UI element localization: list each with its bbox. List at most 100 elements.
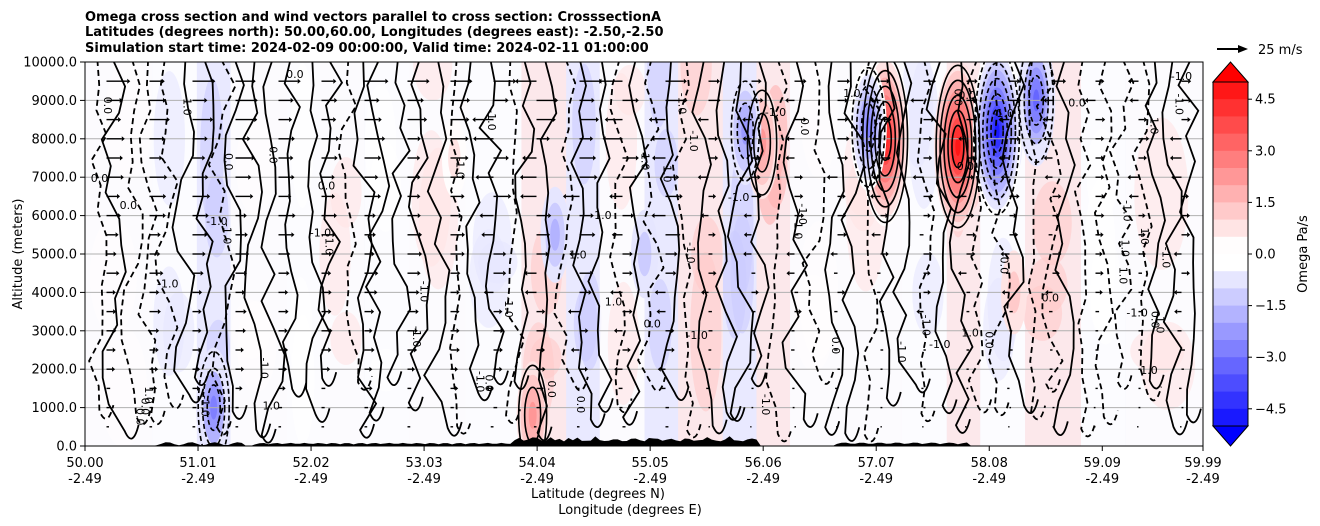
wind-vector-head-icon [1016,193,1020,199]
contour-negative [1093,62,1119,426]
wind-vector-head-icon [372,213,376,219]
wind-vector-head-icon [555,97,559,103]
contour-label: 1.0 [1140,364,1158,377]
contour-positive [570,62,606,428]
wind-vector-head-icon [412,366,416,372]
y-tick-label: 6000.0 [32,209,78,224]
wind-vector-head-icon [375,174,379,180]
wind-vector-head-icon [845,155,849,161]
feature-contour [866,69,905,208]
wind-vector-head-icon [843,232,847,238]
wind-vector-head-icon [613,328,617,334]
wind-vector-head-icon [414,328,418,334]
wind-vector-head-icon [456,328,460,334]
wind-vector-head-icon [1099,289,1103,295]
wind-vector-head-icon [585,366,589,372]
wind-vector-head-icon [786,270,790,276]
wind-vector-head-icon [163,193,167,199]
wind-vector-head-icon [327,366,331,372]
wind-vector-head-icon [472,117,476,123]
omega-feature-level [528,401,537,429]
contour-positive [726,62,755,422]
wind-vector-head-icon [634,174,638,180]
feature-contour [851,66,886,188]
contour-label: 0.0 [1148,311,1161,329]
contour-positive [241,62,272,439]
colorbar-segment [1213,391,1248,410]
wind-vector-head-icon [120,174,124,180]
wind-vector-head-icon [334,155,338,161]
wind-vector-head-icon [457,270,461,276]
contour-labels: -1.01.01.0-1.0-1.0 -1.01.01.0-1.00.0-1.00… [91,68,1192,425]
wind-vector-head-icon [701,289,705,295]
contour-negative [207,62,237,436]
wind-vector-head-icon [785,155,789,161]
contour-positive [1177,62,1202,424]
feature-contour [860,102,876,152]
wind-vector-head-icon [758,78,762,84]
wind-vector-head-icon [466,117,470,123]
wind-vector-head-icon [461,193,465,199]
wind-vector-head-icon [916,309,920,315]
quiver-key-label: 25 m/s [1258,43,1303,58]
wind-vector-head-icon [290,155,294,161]
contour-label: 1.0 [1138,228,1151,246]
wind-vector-head-icon [113,251,117,257]
colorbar-tick-label: 1.5 [1255,196,1276,211]
wind-vector-head-icon [629,270,633,276]
wind-vector-head-icon [912,174,916,180]
wind-vector-head-icon [742,136,746,142]
x-tick-label-lat: 57.07 [858,456,895,471]
wind-vector-head-icon [289,117,293,123]
wind-vector-head-icon [842,289,846,295]
wind-vector-head-icon [713,193,717,199]
colorbar-segment [1213,236,1248,255]
feature-contour [1018,62,1055,164]
omega-feature-level [955,137,961,156]
contour-label: -1.0 [1126,306,1147,319]
wind-vector-head-icon [244,270,248,276]
wind-vector-head-icon [117,213,121,219]
x-tick-label-lat: 52.02 [292,456,329,471]
wind-vector-head-icon [677,232,681,238]
wind-vector-head-icon [651,213,655,219]
y-axis: 0.0 1000.0 2000.0 3000.0 4000.0 5000.0 6000.0 7… [23,56,85,455]
plot-area: -1.01.01.0-1.0-1.0 -1.01.01.0-1.00.0-1.00… [85,62,1203,446]
colorbar-tick-label: −1.5 [1255,299,1287,314]
wind-vector-head-icon [743,213,747,219]
wind-vector-head-icon [160,270,164,276]
wind-vector-head-icon [505,155,509,161]
wind-vector-head-icon [927,213,931,219]
wind-vector-head-icon [872,136,876,142]
omega-patch [330,311,362,365]
wind-vector-head-icon [333,78,337,84]
contour-negative [671,62,702,439]
wind-vectors [106,78,1192,428]
wind-vector-head-icon [543,328,547,334]
wind-vector-head-icon [629,309,633,315]
wind-vector-head-icon [115,232,119,238]
contour-label: -1.0 [502,296,515,317]
wind-vector-head-icon [611,232,615,238]
colorbar-tick-label: −3.0 [1255,351,1287,366]
y-tick-label: 5000.0 [32,248,78,263]
contour-label: -1.0 [929,338,950,351]
wind-vector-head-icon [157,251,161,257]
contour-label: 1.0 [180,98,193,116]
omega-patch [572,63,596,185]
wind-vector-head-icon [542,309,546,315]
contour-positive [478,62,509,386]
wind-vector-head-icon [378,117,382,123]
wind-vector-head-icon [515,78,519,84]
contour-negative [987,62,1011,416]
wind-vector-head-icon [469,78,473,84]
wind-vector-head-icon [1015,232,1019,238]
wind-vector-head-icon [656,309,660,315]
wind-vector-head-icon [958,270,962,276]
feature-contour [746,89,778,196]
wind-vector-head-icon [385,78,389,84]
wind-vector-head-icon [671,328,675,334]
colorbar-tick-label: 3.0 [1255,144,1276,159]
wind-vector-head-icon [803,117,807,123]
wind-vector-head-icon [1188,97,1192,103]
